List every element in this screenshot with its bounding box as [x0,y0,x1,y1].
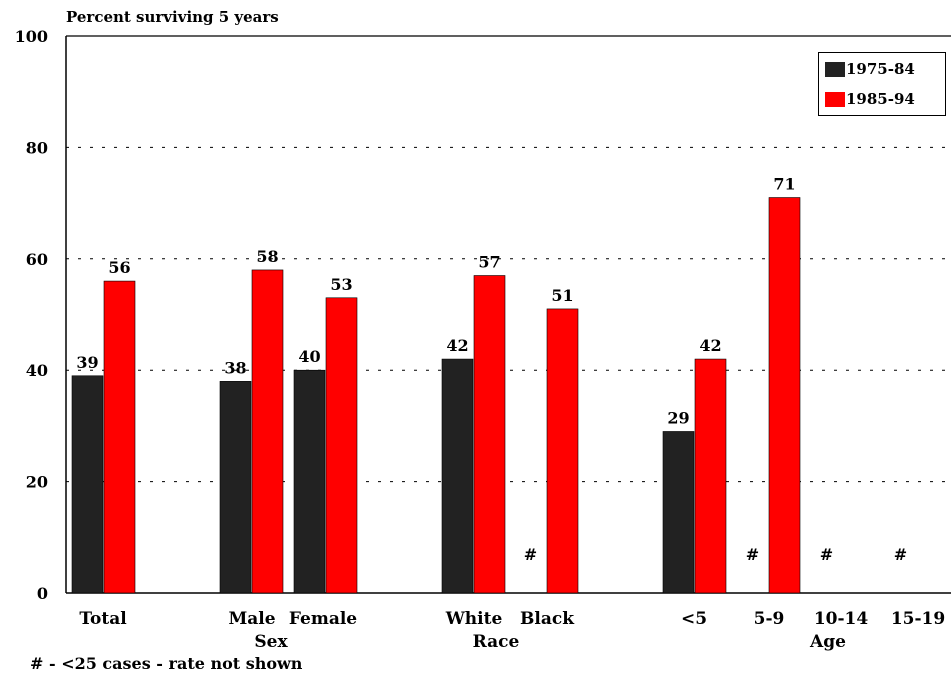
x-tick-label-10-14: 10-14 [814,609,869,629]
group-label-age: Age [809,632,846,652]
data-label-White-1975-84: 42 [446,336,468,355]
x-tick-label-Total: Total [79,609,127,629]
bar-Male-1985-94 [251,269,284,594]
chart-title: Percent surviving 5 years [66,8,279,26]
bar-Female-1985-94 [325,297,358,594]
bar-5-9-1985-94 [768,197,801,594]
bar-White-1975-84 [441,358,474,594]
y-tick-label-60: 60 [26,250,48,269]
data-label-Female-1975-84: 40 [298,347,320,366]
x-tick-label-Female: Female [289,609,357,629]
legend-item-1985-94: 1985-94 [825,89,915,109]
bar-<5-1975-84 [662,431,695,594]
bar-<5-1985-94 [694,358,727,594]
data-label-<5-1975-84: 29 [667,408,689,427]
legend-label-1975-84: 1975-84 [846,60,915,78]
x-tick-label-5-9: 5-9 [754,609,785,629]
data-label-Total-1975-84: 39 [76,353,98,372]
x-tick-label-White: White [445,609,503,629]
legend-label-1985-94: 1985-94 [846,90,915,108]
group-label-race: Race [473,632,520,652]
data-label-Male-1985-94: 58 [256,247,278,266]
x-tick-label-<5: <5 [681,609,707,629]
data-label-Total-1985-94: 56 [108,258,130,277]
y-tick-label-80: 80 [26,138,48,157]
bar-Male-1975-84 [219,381,252,594]
legend-item-1975-84: 1975-84 [825,59,915,79]
bar-Total-1985-94 [103,280,136,594]
bar-Total-1975-84 [71,375,104,594]
y-tick-label-100: 100 [15,27,48,46]
missing-marker-Black-1975-84: # [524,545,537,564]
y-tick-label-0: 0 [37,584,48,603]
legend-swatch-1985-94 [825,91,845,107]
bar-Black-1985-94 [546,308,579,594]
missing-marker-15-19-1975-84: # [894,545,907,564]
y-tick-label-20: 20 [26,473,48,492]
missing-marker-10-14-1975-84: # [820,545,833,564]
data-label-Black-1985-94: 51 [551,286,573,305]
legend-swatch-1975-84 [825,61,845,77]
data-label-Female-1985-94: 53 [330,275,352,294]
x-tick-label-15-19: 15-19 [891,609,945,629]
y-tick-label-40: 40 [26,361,48,380]
bar-Female-1975-84 [293,369,326,594]
x-tick-label-Male: Male [228,609,275,629]
data-label-Male-1975-84: 38 [224,358,246,377]
legend: 1975-84 1985-94 [818,52,946,116]
missing-marker-5-9-1975-84: # [746,545,759,564]
footnote: # - <25 cases - rate not shown [30,654,303,673]
data-label-White-1985-94: 57 [478,253,500,272]
group-label-sex: Sex [254,632,288,652]
bar-White-1985-94 [473,275,506,594]
x-tick-label-Black: Black [520,609,575,629]
data-label-5-9-1985-94: 71 [773,175,795,194]
data-label-<5-1985-94: 42 [699,336,721,355]
